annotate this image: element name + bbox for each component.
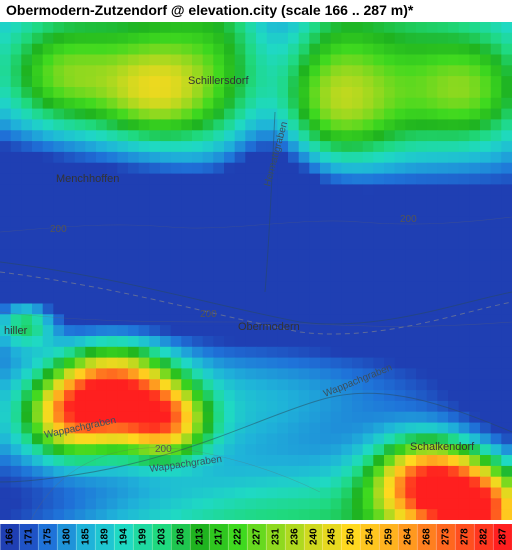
svg-text:200: 200 [155, 444, 172, 455]
legend-cell: 180 [57, 524, 76, 550]
legend-cell: 217 [209, 524, 228, 550]
legend-cell: 171 [19, 524, 38, 550]
legend-cell: 175 [38, 524, 57, 550]
legend-cell: 208 [171, 524, 190, 550]
legend-cell: 273 [436, 524, 455, 550]
svg-text:Menchhoffen: Menchhoffen [56, 173, 119, 185]
legend-cell: 185 [76, 524, 95, 550]
svg-text:hiller: hiller [4, 325, 28, 337]
legend-cell: 203 [152, 524, 171, 550]
legend-cell: 259 [379, 524, 398, 550]
svg-text:Obermodern: Obermodern [238, 321, 300, 333]
legend-cell: 245 [322, 524, 341, 550]
legend-cell: 254 [360, 524, 379, 550]
svg-text:Schalkendorf: Schalkendorf [410, 441, 475, 453]
svg-text:200: 200 [200, 309, 217, 320]
legend-cell: 189 [95, 524, 114, 550]
legend-cell: 268 [417, 524, 436, 550]
elevation-heatmap: Schillersdorf Menchhoffen Obermodern Schalk… [0, 22, 512, 520]
legend-cell: 194 [114, 524, 133, 550]
legend-cell: 166 [0, 524, 19, 550]
legend-cell: 278 [455, 524, 474, 550]
legend-cell: 282 [474, 524, 493, 550]
legend-cell: 227 [247, 524, 266, 550]
legend-cell: 250 [341, 524, 360, 550]
page-title: Obermodern-Zutzendorf @ elevation.city (… [6, 2, 413, 18]
svg-text:200: 200 [50, 224, 67, 235]
legend-cell: 236 [285, 524, 304, 550]
legend-cell: 240 [304, 524, 323, 550]
legend-cell: 222 [228, 524, 247, 550]
color-legend: 1661711751801851891941992032082132172222… [0, 524, 512, 550]
legend-cell: 287 [493, 524, 512, 550]
heatmap-svg: Schillersdorf Menchhoffen Obermodern Schalk… [0, 22, 512, 520]
svg-text:Schillersdorf: Schillersdorf [188, 75, 249, 87]
legend-cell: 264 [398, 524, 417, 550]
svg-text:200: 200 [400, 214, 417, 225]
legend-cell: 231 [266, 524, 285, 550]
legend-cell: 199 [133, 524, 152, 550]
legend-cell: 213 [190, 524, 209, 550]
